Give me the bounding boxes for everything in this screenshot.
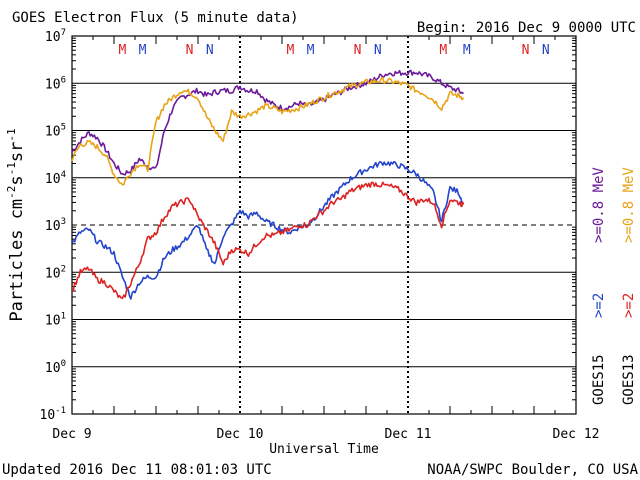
legend-goes13-08mev: >=0.8 MeV (621, 167, 637, 243)
x-tick-label-dec9: Dec 9 (52, 427, 91, 442)
x-tick-label-dec10: Dec 10 (217, 427, 264, 442)
y-tick-label: 103 (45, 217, 66, 234)
updated-timestamp: Updated 2016 Dec 11 08:01:03 UTC (2, 462, 272, 478)
marker-n: N (374, 43, 382, 58)
series-line-g15_2 (71, 160, 465, 300)
legend-goes13-2mev: >=2 (621, 293, 637, 318)
marker-n: N (206, 43, 214, 58)
day-dashed-lines (239, 36, 409, 414)
y-tick-label: 10-1 (40, 406, 67, 423)
legend-goes13: GOES13 (621, 354, 637, 405)
y-tick-label: 100 (45, 359, 66, 376)
begin-label: Begin: 2016 Dec 9 0000 UTC (417, 20, 636, 36)
y-tick-label: 102 (45, 264, 66, 281)
chart-title: GOES Electron Flux (5 minute data) (12, 10, 299, 26)
marker-n: N (542, 43, 550, 58)
marker-m: M (286, 43, 294, 58)
y-tick-label: 104 (45, 170, 66, 187)
x-tick-label-dec12: Dec 12 (553, 427, 600, 442)
marker-m: M (463, 43, 471, 58)
legend-goes15: GOES15 (591, 354, 607, 405)
legend-goes15-2mev: >=2 (591, 293, 607, 318)
series-line-g13_08 (71, 77, 465, 186)
y-tick-label: 107 (45, 28, 66, 45)
marker-n: N (522, 43, 530, 58)
x-tick-label-dec11: Dec 11 (385, 427, 432, 442)
credit-line: NOAA/SWPC Boulder, CO USA (427, 462, 638, 478)
marker-m: M (139, 43, 147, 58)
marker-n: N (186, 43, 194, 58)
series-line-g13_2 (71, 181, 465, 300)
y-axis-label: Particles cm-2s-1sr-1 (5, 128, 27, 321)
x-ticks (92, 36, 556, 414)
marker-n: N (354, 43, 362, 58)
flux-series (71, 69, 465, 300)
decade-grid (72, 37, 576, 401)
marker-m: M (307, 43, 315, 58)
y-tick-labels: 10-1 100 101 102 103 104 105 106 107 (40, 28, 67, 423)
series-line-g15_08 (71, 69, 464, 176)
marker-m: M (439, 43, 447, 58)
legend-goes15-08mev: >=0.8 MeV (591, 167, 607, 243)
x-axis-label: Universal Time (269, 442, 379, 457)
y-tick-label: 106 (45, 75, 66, 92)
y-tick-label: 101 (45, 312, 66, 329)
marker-m: M (118, 43, 126, 58)
y-tick-label: 105 (45, 123, 66, 140)
